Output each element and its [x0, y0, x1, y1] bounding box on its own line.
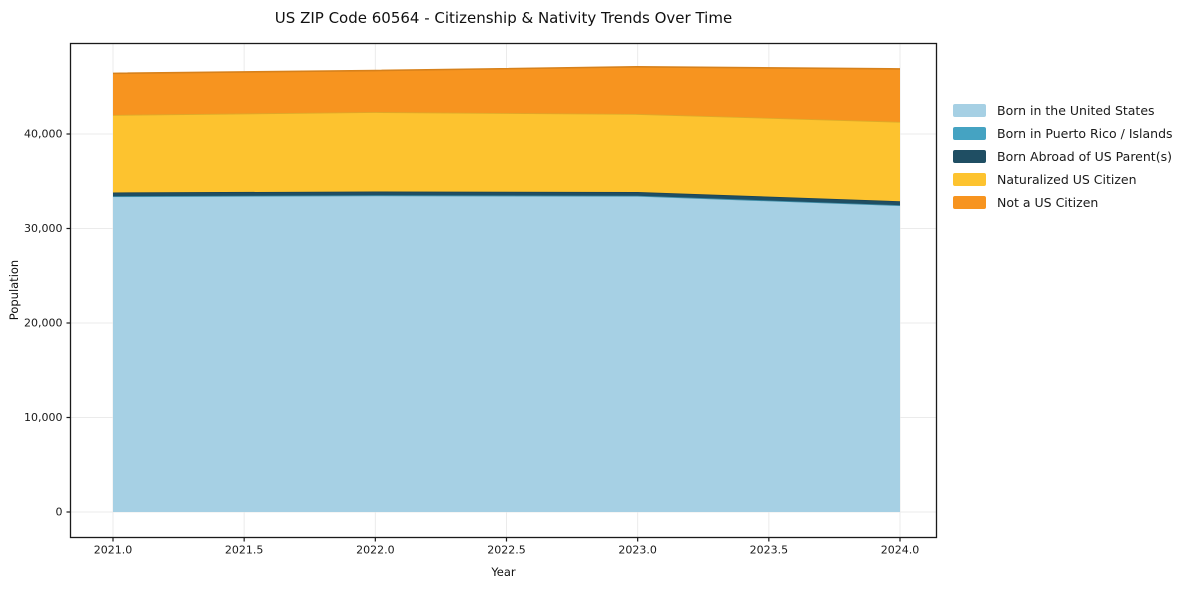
- legend-swatch: [953, 104, 986, 117]
- y-tick-label: 0: [56, 506, 63, 519]
- y-tick-label: 40,000: [24, 128, 63, 141]
- area-edge-not-a-us-citizen: [112, 65, 901, 75]
- x-tick-label: 2024.0: [881, 544, 920, 557]
- legend-label: Naturalized US Citizen: [997, 172, 1137, 187]
- y-tick-label: 30,000: [24, 222, 63, 235]
- area-series-born-in-the-united-states: [113, 195, 900, 513]
- y-tick-label: 20,000: [24, 317, 63, 330]
- x-tick-label: 2021.5: [225, 544, 264, 557]
- x-tick-label: 2021.0: [94, 544, 133, 557]
- chart-title: US ZIP Code 60564 - Citizenship & Nativi…: [274, 9, 733, 27]
- legend-swatch: [953, 173, 986, 186]
- x-tick-label: 2023.5: [750, 544, 789, 557]
- legend-swatch: [953, 127, 986, 140]
- x-axis-label: Year: [491, 565, 516, 579]
- x-tick-label: 2022.0: [356, 544, 395, 557]
- legend-label: Not a US Citizen: [997, 195, 1099, 210]
- legend: Born in the United States Born in Puerto …: [953, 103, 1173, 210]
- legend-item-not-a-us-citizen: Not a US Citizen: [953, 195, 1173, 210]
- area-series-naturalized-us-citizen: [113, 112, 900, 202]
- x-tick-label: 2022.5: [487, 544, 526, 557]
- x-tick-label: 2023.0: [618, 544, 657, 557]
- legend-item-naturalized-us-citizen: Naturalized US Citizen: [953, 172, 1173, 187]
- plot-border: [69, 42, 938, 539]
- y-tick-label: 10,000: [24, 411, 63, 424]
- legend-label: Born in the United States: [997, 103, 1155, 118]
- y-axis-label: Population: [7, 259, 21, 321]
- legend-item-born-abroad-of-us-parent-s-: Born Abroad of US Parent(s): [953, 149, 1173, 164]
- legend-item-born-in-puerto-rico-islands: Born in Puerto Rico / Islands: [953, 126, 1173, 141]
- legend-label: Born in Puerto Rico / Islands: [997, 126, 1173, 141]
- area-series-not-a-us-citizen: [113, 66, 900, 122]
- legend-swatch: [953, 196, 986, 209]
- legend-label: Born Abroad of US Parent(s): [997, 149, 1172, 164]
- legend-swatch: [953, 150, 986, 163]
- legend-item-born-in-the-united-states: Born in the United States: [953, 103, 1173, 118]
